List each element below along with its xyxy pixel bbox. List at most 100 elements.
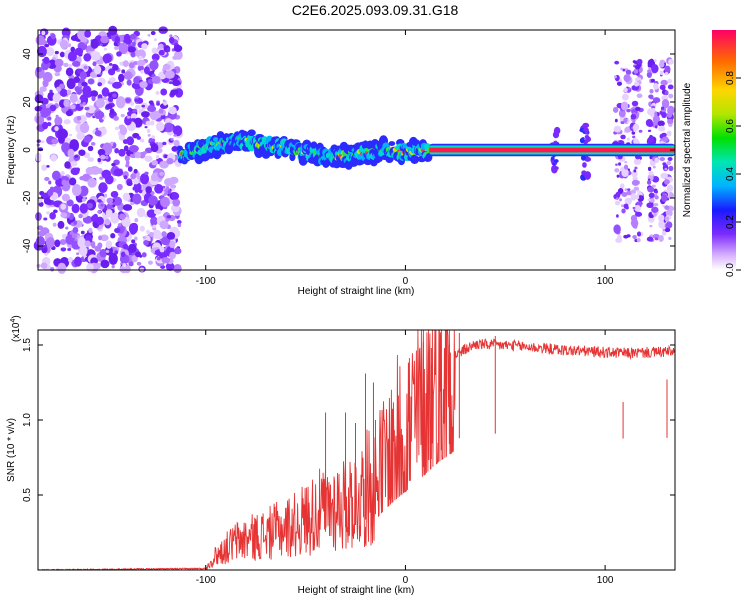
scatter-blob xyxy=(647,186,655,193)
noise-blob xyxy=(173,125,183,137)
noise-blob xyxy=(114,227,121,233)
noise-blob xyxy=(130,113,138,119)
noise-blob xyxy=(90,38,99,49)
scatter-blob xyxy=(665,221,673,229)
noise-blob xyxy=(159,220,169,230)
scatter-blob xyxy=(664,205,670,210)
scatter-blob xyxy=(666,130,672,137)
noise-blob xyxy=(92,61,97,67)
noise-blob xyxy=(97,242,103,249)
scatter-blob xyxy=(621,168,629,178)
colorbar-gradient xyxy=(712,30,736,270)
isolated-blob xyxy=(581,137,585,141)
noise-blob xyxy=(136,59,146,67)
noise-blob xyxy=(155,90,160,95)
scatter-blob xyxy=(654,157,660,164)
noise-blob xyxy=(115,96,126,109)
noise-blob xyxy=(98,235,102,241)
scatter-blob xyxy=(652,233,660,239)
noise-blob xyxy=(122,243,129,250)
scatter-blob xyxy=(620,67,623,71)
noise-blob xyxy=(176,220,182,225)
noise-blob xyxy=(143,66,150,75)
noise-blob xyxy=(46,165,50,168)
scatter-blob xyxy=(668,165,674,172)
scatter-blob xyxy=(615,163,618,166)
noise-blob xyxy=(50,33,56,40)
scatter-blob xyxy=(636,231,642,237)
noise-blob xyxy=(81,198,87,202)
noise-blob xyxy=(170,137,174,141)
noise-blob xyxy=(68,63,72,68)
isolated-blob xyxy=(584,131,589,135)
noise-blob xyxy=(43,217,48,221)
scatter-blob xyxy=(649,155,653,160)
scatter-blob xyxy=(650,78,655,83)
scatter-blob xyxy=(623,164,629,170)
noise-blob xyxy=(141,43,148,50)
noise-blob xyxy=(41,30,46,36)
noise-blob xyxy=(144,171,149,175)
noise-blob xyxy=(99,176,104,180)
noise-blob xyxy=(94,130,102,137)
scatter-blob xyxy=(636,58,643,65)
scatter-blob xyxy=(615,191,621,198)
noise-blob xyxy=(47,59,57,69)
noise-blob xyxy=(129,33,137,40)
noise-blob xyxy=(79,103,83,107)
noise-blob xyxy=(145,120,151,126)
scatter-blob xyxy=(667,156,673,162)
noise-blob xyxy=(118,42,129,55)
noise-blob xyxy=(88,227,93,233)
noise-blob xyxy=(86,263,94,272)
scatter-blob xyxy=(624,161,628,164)
scatter-blob xyxy=(659,157,666,162)
scatter-blob xyxy=(650,58,654,63)
scatter-blob xyxy=(630,218,639,228)
noise-blob xyxy=(172,79,181,87)
scatter-blob xyxy=(668,58,674,65)
scatter-blob xyxy=(647,69,652,73)
scatter-blob xyxy=(633,186,640,191)
isolated-blob xyxy=(582,122,590,129)
scatter-blob xyxy=(667,84,674,90)
noise-blob xyxy=(37,197,43,203)
noise-blob xyxy=(153,38,157,42)
scatter-blob xyxy=(613,125,622,133)
snr-y-tick-label: 0.5 xyxy=(22,488,33,502)
spectrogram-y-tick-label: -20 xyxy=(22,190,33,205)
noise-blob xyxy=(139,81,148,89)
scatter-blob xyxy=(658,234,664,242)
noise-blob xyxy=(128,62,135,69)
scatter-blob xyxy=(621,208,626,214)
noise-blob xyxy=(118,148,126,157)
noise-blob xyxy=(160,113,164,116)
scatter-blob xyxy=(623,234,629,239)
noise-blob xyxy=(128,243,137,254)
scatter-blob xyxy=(668,236,672,241)
noise-blob xyxy=(151,75,161,84)
colorbar-tick-label: 0.8 xyxy=(725,71,736,85)
noise-blob xyxy=(130,201,135,206)
scatter-blob xyxy=(658,125,666,132)
noise-blob xyxy=(65,226,69,230)
noise-blob xyxy=(60,203,67,210)
spectrogram-panel: -100 0 100 -40 -20 0 20 40 Height of straight … xyxy=(6,25,676,297)
noise-blob xyxy=(70,161,78,167)
noise-blob xyxy=(151,159,158,166)
noise-blob xyxy=(120,251,126,258)
noise-blob xyxy=(119,213,126,220)
colorbar: 0.0 0.2 0.4 0.6 0.8 Normalized spectral ampl… xyxy=(682,30,741,277)
scatter-blob xyxy=(657,120,665,127)
noise-blob xyxy=(151,53,160,61)
spectrogram-y-tick-label: 20 xyxy=(22,96,33,108)
noise-blob xyxy=(67,148,75,158)
isolated-blob xyxy=(552,162,556,166)
noise-blob xyxy=(149,60,159,71)
noise-blob xyxy=(43,56,50,64)
scatter-blob xyxy=(664,65,671,74)
noise-blob xyxy=(155,121,165,132)
noise-blob xyxy=(73,220,78,225)
carrier-band-core xyxy=(429,147,675,153)
noise-blob xyxy=(82,85,92,97)
